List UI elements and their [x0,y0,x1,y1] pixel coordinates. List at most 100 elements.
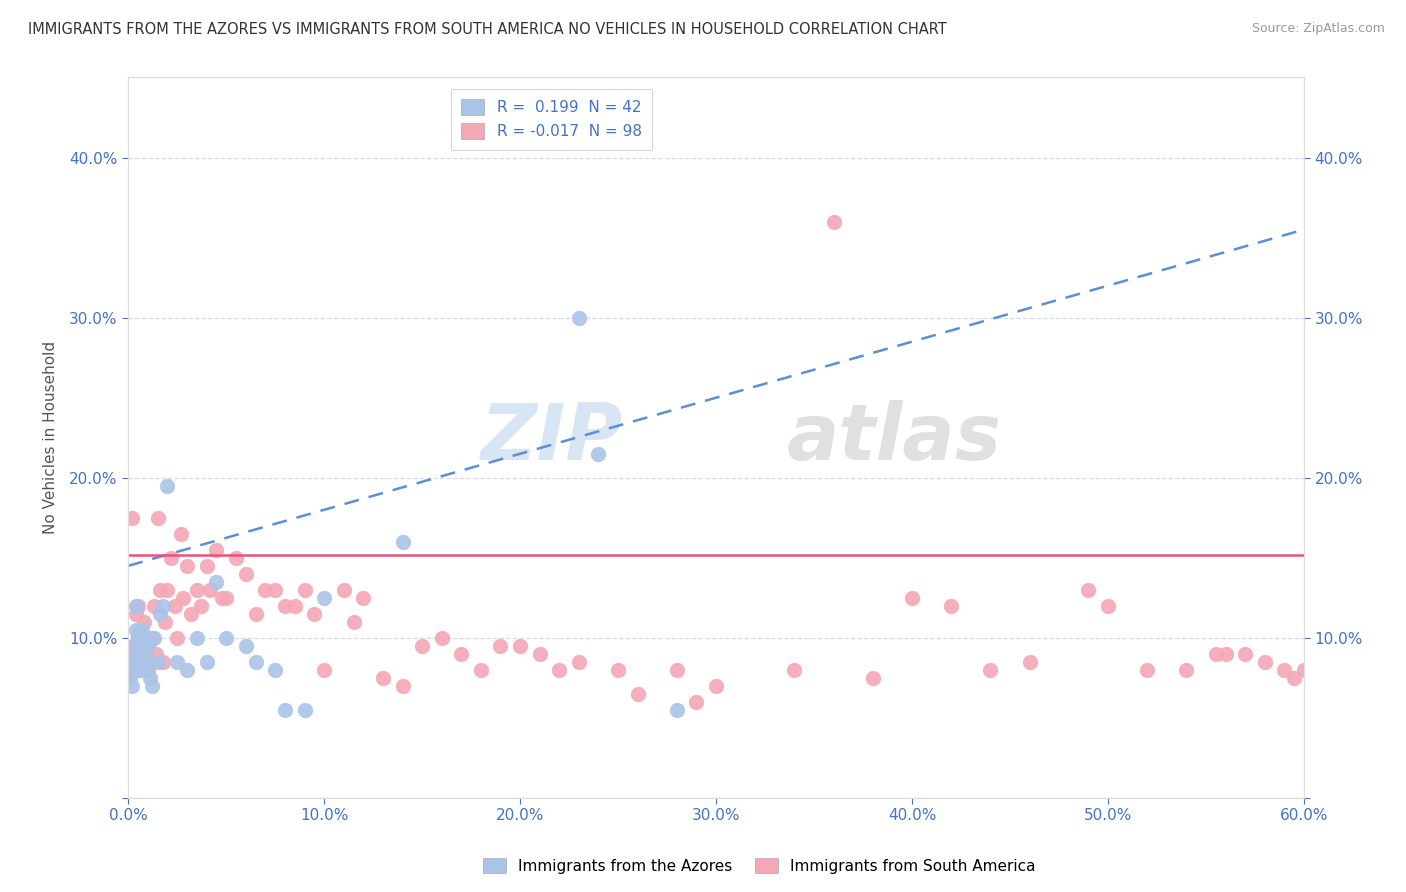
Point [274,599,297,613]
Point [274,703,297,717]
Point [1215,647,1237,661]
Point [129,647,152,661]
Point [122,639,145,653]
Point [294,582,316,597]
Point [1234,647,1257,661]
Point [127,631,149,645]
Point [1282,671,1305,685]
Point [135,663,157,677]
Point [166,631,188,645]
Point [125,607,148,621]
Point [205,542,228,557]
Point [235,639,257,653]
Point [704,679,727,693]
Point [215,591,238,605]
Point [235,566,257,581]
Text: ZIP: ZIP [479,400,621,475]
Point [129,663,152,677]
Point [783,663,806,677]
Point [127,647,149,661]
Point [211,591,233,605]
Point [862,671,884,685]
Point [156,582,179,597]
Point [1205,647,1227,661]
Point [314,591,336,605]
Point [120,647,142,661]
Point [121,663,143,677]
Point [332,582,354,597]
Point [122,639,145,653]
Point [142,631,165,645]
Point [125,599,148,613]
Point [166,655,188,669]
Point [665,703,688,717]
Point [120,671,142,685]
Point [127,655,149,669]
Point [1312,679,1334,693]
Point [529,647,551,661]
Point [304,607,326,621]
Point [627,687,650,701]
Point [146,511,169,525]
Point [264,663,287,677]
Point [127,599,149,613]
Point [132,655,155,669]
Point [245,655,267,669]
Point [568,310,591,325]
Point [180,607,202,621]
Point [823,214,845,228]
Point [135,647,157,661]
Point [568,655,591,669]
Point [136,663,159,677]
Point [125,623,148,637]
Point [129,639,152,653]
Point [489,639,512,653]
Point [136,639,159,653]
Point [132,631,155,645]
Point [225,550,247,565]
Point [685,695,707,709]
Point [190,599,212,613]
Point [1175,663,1198,677]
Point [901,591,924,605]
Point [352,591,374,605]
Point [314,663,336,677]
Point [138,655,160,669]
Point [195,655,218,669]
Point [165,599,187,613]
Point [122,655,145,669]
Point [284,599,307,613]
Point [135,655,157,669]
Point [136,639,159,653]
Point [176,558,198,573]
Point [1018,655,1040,669]
Point [146,655,169,669]
Point [1292,663,1315,677]
Point [450,647,472,661]
Point [148,607,170,621]
Point [1400,695,1406,709]
Point [1391,679,1406,693]
Point [156,479,179,493]
Point [125,655,148,669]
Point [1254,655,1277,669]
Legend: Immigrants from the Azores, Immigrants from South America: Immigrants from the Azores, Immigrants f… [477,852,1042,880]
Point [548,663,571,677]
Point [294,703,316,717]
Point [254,582,277,597]
Point [142,599,165,613]
Point [131,655,153,669]
Point [127,631,149,645]
Text: Source: ZipAtlas.com: Source: ZipAtlas.com [1251,22,1385,36]
Point [131,623,153,637]
Point [430,631,453,645]
Legend: R =  0.199  N = 42, R = -0.017  N = 98: R = 0.199 N = 42, R = -0.017 N = 98 [451,88,652,150]
Point [172,591,194,605]
Point [342,615,364,629]
Point [411,639,433,653]
Point [186,582,208,597]
Point [135,631,157,645]
Point [170,526,193,541]
Point [121,511,143,525]
Point [391,534,413,549]
